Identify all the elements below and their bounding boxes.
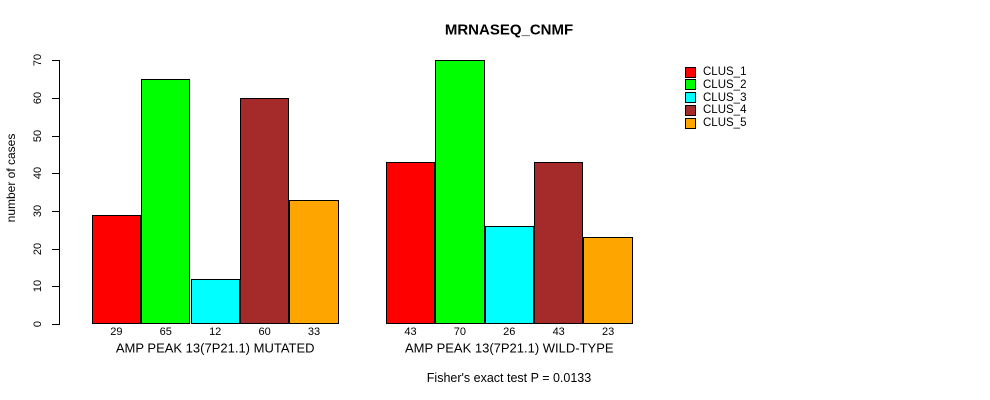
bar-clus_1	[385, 161, 436, 324]
legend-label-clus_1: CLUS_1	[703, 66, 747, 78]
y-tick-mark	[52, 286, 59, 288]
legend-swatch-clus_5	[685, 117, 696, 129]
y-tick-label: 50	[32, 129, 44, 142]
category-label: AMP PEAK 13(7P21.1) WILD-TYPE	[405, 340, 614, 356]
chart-title: MRNASEQ_CNMF	[444, 21, 574, 39]
bar-clus_2	[435, 60, 485, 324]
y-tick-label: 30	[32, 204, 44, 218]
y-tick-mark	[52, 135, 59, 137]
y-tick-label: 20	[32, 242, 44, 255]
bar-clus_4	[534, 161, 584, 324]
legend-label-clus_2: CLUS_2	[703, 78, 747, 91]
y-axis-line	[59, 60, 60, 325]
bar-clus_5	[289, 199, 339, 324]
y-tick-label: 60	[32, 91, 44, 104]
legend-swatch-clus_1	[685, 66, 696, 78]
bar-clus_3	[190, 278, 240, 324]
bar-value-label: 26	[503, 326, 516, 338]
y-tick-mark	[52, 173, 59, 175]
bar-value-label: 43	[552, 326, 565, 338]
y-axis-label: number of cases	[4, 133, 18, 223]
legend-label-clus_5: CLUS_5	[703, 117, 747, 130]
y-tick-mark	[52, 210, 59, 212]
legend-label-clus_3: CLUS_3	[703, 91, 747, 104]
y-tick-mark	[52, 60, 59, 62]
y-tick-label: 0	[32, 320, 44, 328]
bar-clus_3	[484, 225, 534, 324]
legend-label-clus_4: CLUS_4	[703, 104, 747, 117]
y-tick-label: 70	[32, 53, 44, 67]
bar-clus_4	[239, 97, 290, 324]
bar-value-label: 43	[404, 326, 417, 338]
y-tick-mark	[52, 248, 59, 250]
y-tick-label: 10	[32, 280, 44, 293]
y-tick-mark	[52, 97, 59, 99]
category-label: AMP PEAK 13(7P21.1) MUTATED	[115, 340, 315, 356]
bar-value-label: 12	[209, 326, 222, 338]
y-tick-mark	[52, 324, 59, 325]
bar-value-label: 60	[258, 326, 271, 338]
bar-value-label: 29	[110, 326, 123, 338]
bar-value-label: 70	[453, 326, 467, 338]
bar-value-label: 23	[601, 326, 615, 338]
annotation-text: Fisher's exact test P = 0.0133	[426, 371, 592, 385]
legend-swatch-clus_2	[685, 79, 696, 91]
bar-value-label: 33	[307, 326, 321, 338]
y-tick-label: 40	[32, 167, 44, 180]
bar-clus_5	[583, 237, 633, 324]
bar-clus_1	[91, 214, 142, 324]
legend-swatch-clus_4	[685, 104, 696, 116]
legend-swatch-clus_3	[685, 92, 696, 104]
bar-clus_2	[141, 78, 191, 324]
bar-value-label: 65	[159, 326, 172, 338]
